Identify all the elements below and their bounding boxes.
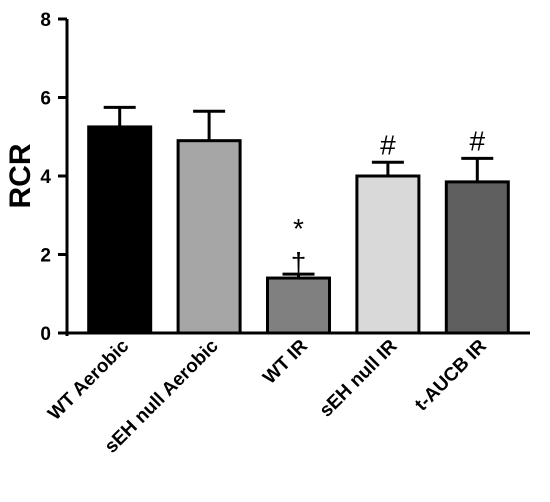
y-tick-label: 6 <box>40 89 51 110</box>
significance-marker: # <box>380 129 396 160</box>
x-tick-label: sEH null IR <box>316 335 402 421</box>
bar-t-aucb-ir <box>444 180 510 335</box>
y-tick-label: 8 <box>40 10 51 31</box>
x-tick-label: WT Aerobic <box>44 335 133 424</box>
y-tick-label: 0 <box>40 324 51 345</box>
significance-annotations: *† # # <box>291 125 486 278</box>
y-tick-label: 4 <box>40 167 51 188</box>
bar-seh-null-ir <box>355 174 421 335</box>
x-tick-label: WT IR <box>259 335 312 388</box>
bar-wt-aerobic <box>87 125 153 335</box>
x-tick-label: t-AUCB IR <box>411 335 491 415</box>
y-axis-title: RCR <box>4 143 37 208</box>
bar-wt-ir <box>266 276 331 335</box>
significance-marker: * <box>293 213 304 244</box>
error-bars <box>103 105 494 279</box>
significance-marker: # <box>470 125 486 156</box>
y-axis: 0 2 4 6 8 <box>40 10 69 345</box>
bar-seh-null-aerobic <box>176 139 242 335</box>
y-tick-label: 2 <box>40 246 51 267</box>
significance-marker: † <box>291 247 307 278</box>
